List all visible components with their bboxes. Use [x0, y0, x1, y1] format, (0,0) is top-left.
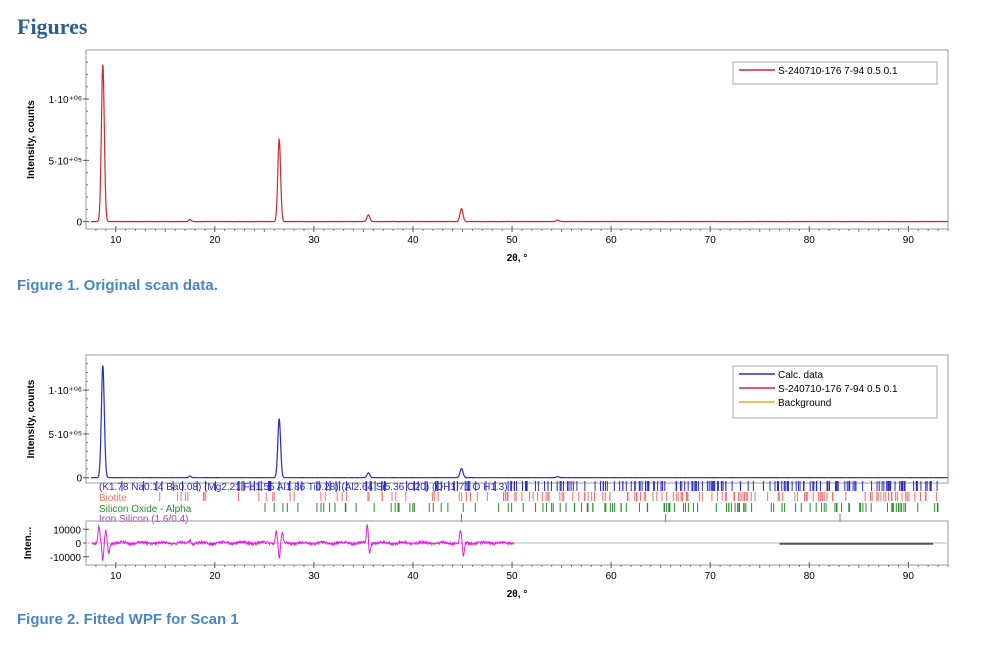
calc-data-line [91, 365, 949, 479]
plot-area-border [85, 49, 949, 230]
scan-line [91, 64, 949, 223]
x-tick-label: 70 [705, 235, 717, 246]
phase-label: (K1.78 Na0.14 Ba0.08) (Mg2.21 Fe1.55 Al1… [99, 482, 508, 493]
x-tick-label: 80 [804, 571, 816, 582]
legend-entry: Calc. data [778, 370, 823, 381]
x-tick-label: 10 [110, 571, 122, 582]
page-heading: Figures [17, 14, 88, 39]
x-axis-label: 2θ, ° [507, 589, 528, 600]
y-tick-label: 1·10⁺⁰⁶ [49, 386, 82, 397]
difference-curve [91, 523, 515, 561]
figure-2-caption: Figure 2. Fitted WPF for Scan 1 [17, 611, 239, 628]
x-tick-label: 30 [308, 571, 320, 582]
y-tick-label: 5·10⁺⁰⁵ [49, 430, 82, 441]
y-tick-label: 5·10⁺⁰⁵ [49, 156, 82, 167]
x-axis-label: 2θ, ° [507, 253, 528, 264]
y-tick-label: 0 [76, 218, 82, 229]
x-tick-label: 20 [209, 571, 221, 582]
x-tick-label: 60 [606, 235, 618, 246]
y-axis-label: Intensity, counts [26, 379, 37, 458]
x-tick-label: 40 [407, 571, 419, 582]
y-tick-label: 1·10⁺⁰⁶ [49, 95, 82, 106]
x-tick-label: 40 [407, 235, 419, 246]
figure-1-caption: Figure 1. Original scan data. [17, 277, 218, 294]
legend-entry: Background [778, 398, 831, 409]
x-tick-label: 70 [705, 571, 717, 582]
residual-y-tick-label: 10000 [53, 525, 81, 536]
residual-y-tick-label: -10000 [50, 553, 82, 564]
phase-label: Iron Silicon (1.6/0.4) [99, 514, 189, 525]
phase-label: Silicon Oxide - Alpha [99, 504, 192, 515]
y-tick-label: 0 [76, 474, 82, 485]
x-tick-label: 90 [903, 571, 915, 582]
x-tick-label: 80 [804, 235, 816, 246]
legend-entry: S-240710-176 7-94 0.5 0.1 [778, 66, 898, 77]
legend-box [732, 61, 938, 85]
x-tick-label: 30 [308, 235, 320, 246]
x-tick-label: 20 [209, 235, 221, 246]
legend-entry: S-240710-176 7-94 0.5 0.1 [778, 384, 898, 395]
phase-label: Biotite [99, 493, 127, 504]
residual-y-tick-label: 0 [75, 539, 81, 550]
x-tick-label: 60 [606, 571, 618, 582]
y-axis-label: Intensity, counts [26, 100, 37, 179]
x-tick-label: 10 [110, 235, 122, 246]
x-tick-label: 50 [506, 235, 518, 246]
residual-y-axis-label: Inten... [23, 527, 34, 559]
x-tick-label: 90 [903, 235, 915, 246]
x-tick-label: 50 [506, 571, 518, 582]
